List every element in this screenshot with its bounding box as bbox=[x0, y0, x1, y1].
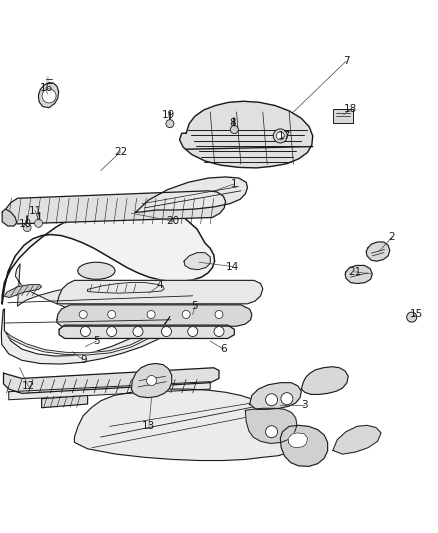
Ellipse shape bbox=[78, 262, 115, 279]
Circle shape bbox=[273, 129, 287, 143]
Polygon shape bbox=[57, 305, 252, 326]
Circle shape bbox=[79, 310, 87, 319]
Circle shape bbox=[133, 327, 143, 336]
Polygon shape bbox=[136, 177, 247, 212]
Circle shape bbox=[147, 310, 155, 319]
Polygon shape bbox=[59, 325, 234, 338]
Text: 5: 5 bbox=[93, 336, 100, 346]
Polygon shape bbox=[4, 191, 226, 224]
Text: 9: 9 bbox=[80, 355, 87, 365]
Polygon shape bbox=[42, 395, 88, 408]
Circle shape bbox=[162, 327, 171, 336]
Text: 11: 11 bbox=[28, 206, 42, 215]
Text: 15: 15 bbox=[410, 310, 423, 319]
Polygon shape bbox=[245, 408, 297, 443]
Circle shape bbox=[42, 89, 56, 103]
Circle shape bbox=[214, 327, 224, 336]
Polygon shape bbox=[74, 389, 291, 461]
Polygon shape bbox=[345, 265, 372, 284]
Text: 5: 5 bbox=[191, 302, 198, 311]
Circle shape bbox=[81, 327, 90, 336]
Polygon shape bbox=[288, 433, 307, 448]
Text: 4: 4 bbox=[156, 280, 163, 290]
Polygon shape bbox=[4, 368, 219, 393]
Circle shape bbox=[166, 119, 174, 128]
Text: 1: 1 bbox=[231, 179, 238, 189]
Polygon shape bbox=[1, 293, 197, 364]
Text: 6: 6 bbox=[220, 344, 227, 354]
Polygon shape bbox=[5, 317, 170, 355]
Polygon shape bbox=[180, 101, 313, 168]
Polygon shape bbox=[39, 83, 59, 108]
Text: 18: 18 bbox=[344, 104, 357, 114]
Text: 2: 2 bbox=[389, 232, 396, 242]
Circle shape bbox=[265, 394, 278, 406]
Text: 7: 7 bbox=[343, 56, 350, 66]
Circle shape bbox=[265, 426, 278, 438]
Polygon shape bbox=[15, 264, 195, 319]
Circle shape bbox=[276, 132, 284, 140]
Polygon shape bbox=[333, 425, 381, 454]
Polygon shape bbox=[4, 285, 42, 297]
Circle shape bbox=[188, 327, 198, 336]
Polygon shape bbox=[301, 367, 348, 394]
Circle shape bbox=[108, 310, 116, 319]
Polygon shape bbox=[131, 364, 172, 398]
Circle shape bbox=[35, 219, 42, 228]
Text: 8: 8 bbox=[229, 118, 236, 127]
Polygon shape bbox=[88, 282, 164, 293]
Text: 20: 20 bbox=[166, 216, 180, 226]
Polygon shape bbox=[57, 280, 263, 304]
Polygon shape bbox=[2, 201, 215, 304]
Polygon shape bbox=[184, 253, 210, 270]
Polygon shape bbox=[280, 425, 328, 466]
Polygon shape bbox=[250, 383, 301, 409]
Text: 10: 10 bbox=[19, 219, 32, 229]
Circle shape bbox=[407, 312, 417, 322]
Polygon shape bbox=[2, 209, 17, 226]
Text: 17: 17 bbox=[278, 131, 291, 141]
Text: 13: 13 bbox=[142, 422, 155, 431]
Text: 21: 21 bbox=[348, 267, 361, 277]
Text: 19: 19 bbox=[162, 110, 175, 119]
Circle shape bbox=[281, 393, 293, 405]
Text: 22: 22 bbox=[114, 147, 127, 157]
Circle shape bbox=[230, 125, 238, 134]
Text: 16: 16 bbox=[39, 83, 53, 93]
Circle shape bbox=[23, 223, 31, 232]
Text: 3: 3 bbox=[301, 400, 308, 410]
Circle shape bbox=[107, 327, 117, 336]
Text: 12: 12 bbox=[22, 382, 35, 391]
Circle shape bbox=[182, 310, 190, 319]
Circle shape bbox=[147, 376, 156, 385]
Bar bbox=[333, 109, 353, 123]
Circle shape bbox=[215, 310, 223, 319]
Polygon shape bbox=[366, 242, 390, 261]
Text: 14: 14 bbox=[226, 262, 239, 271]
Polygon shape bbox=[9, 382, 210, 400]
